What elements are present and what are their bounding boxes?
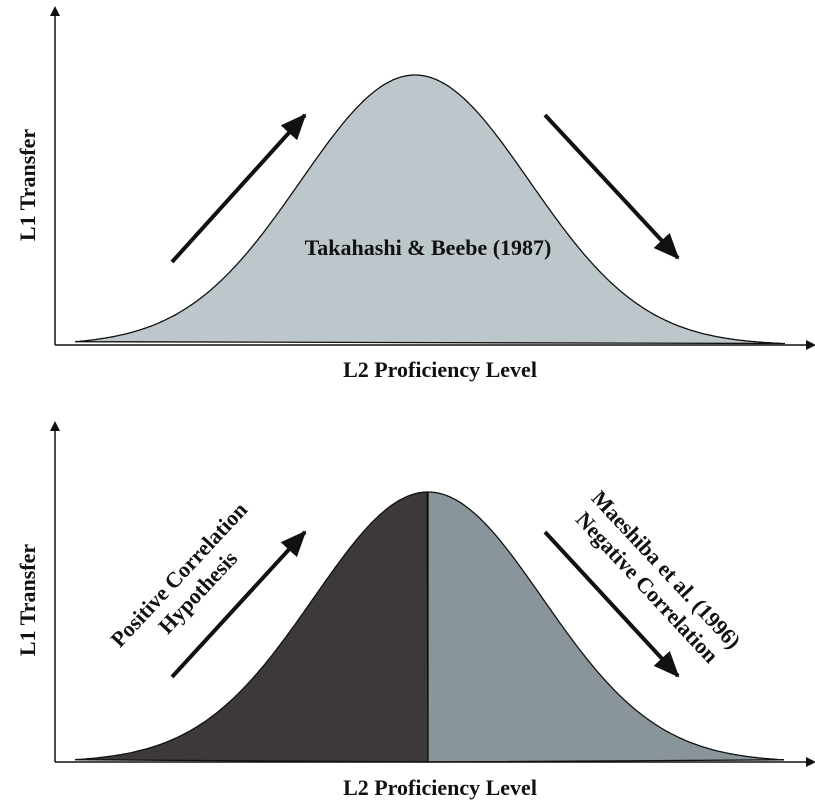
y-label: L1 Transfer <box>15 129 40 241</box>
curve-area <box>74 491 429 763</box>
arrow <box>543 113 680 260</box>
curve-label: Takahashi & Beebe (1987) <box>305 235 552 260</box>
right-label: Maeshiba et al. (1996) <box>587 485 746 653</box>
curve-area <box>427 491 785 763</box>
x-label: L2 Proficiency Level <box>343 357 537 382</box>
arrow <box>170 530 307 679</box>
arrow <box>543 530 680 678</box>
curve-area <box>74 74 786 345</box>
x-label: L2 Proficiency Level <box>343 775 537 800</box>
arrow <box>170 113 307 264</box>
y-label: L1 Transfer <box>15 544 40 656</box>
